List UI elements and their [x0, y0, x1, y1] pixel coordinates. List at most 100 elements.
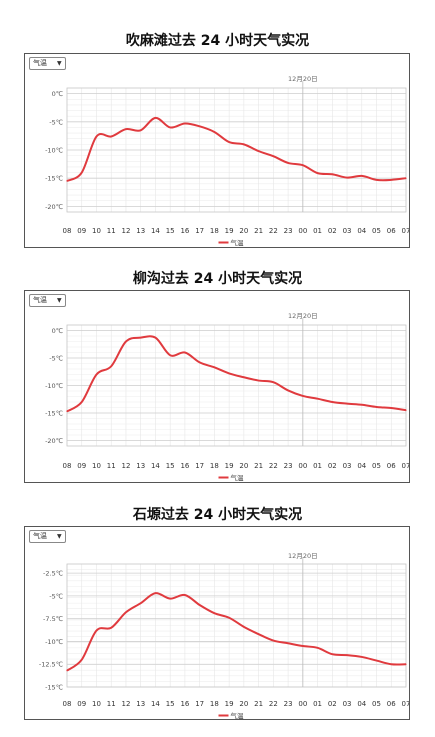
x-tick-label: 15 — [166, 227, 175, 235]
data-point — [272, 381, 274, 383]
data-point — [346, 177, 348, 179]
data-point — [228, 372, 230, 374]
y-tick-label: -10℃ — [45, 638, 63, 646]
data-point — [272, 155, 274, 157]
x-tick-label: 04 — [357, 462, 366, 470]
x-tick-label: 14 — [151, 227, 160, 235]
chevron-down-icon: ▼ — [57, 297, 62, 304]
x-tick-label: 03 — [343, 700, 352, 708]
data-point — [316, 398, 319, 400]
element-select[interactable]: 气温 ▼ — [29, 530, 66, 543]
x-tick-label: 09 — [77, 700, 86, 708]
x-tick-label: 23 — [284, 462, 293, 470]
x-tick-label: 18 — [210, 227, 219, 235]
element-select-value: 气温 — [33, 59, 47, 67]
x-tick-label: 05 — [372, 462, 381, 470]
data-point — [213, 131, 215, 133]
x-tick-label: 13 — [136, 700, 145, 708]
data-point — [125, 340, 127, 343]
y-tick-label: -5℃ — [49, 355, 63, 363]
x-tick-label: 04 — [357, 700, 366, 708]
x-tick-label: 17 — [195, 462, 204, 470]
data-point — [375, 179, 378, 181]
data-point — [331, 173, 333, 175]
x-tick-label: 17 — [195, 227, 204, 235]
element-select-value: 气温 — [33, 296, 47, 304]
x-tick-label: 08 — [63, 462, 72, 470]
x-tick-label: 02 — [328, 462, 337, 470]
x-tick-label: 06 — [387, 227, 396, 235]
x-tick-label: 06 — [387, 700, 396, 708]
x-tick-label: 14 — [151, 700, 160, 708]
data-point — [361, 175, 363, 177]
data-point — [405, 663, 407, 665]
x-tick-label: 16 — [180, 462, 189, 470]
legend-label: 气温 — [231, 473, 245, 482]
data-point — [390, 663, 392, 665]
x-tick-label: 00 — [298, 700, 307, 708]
data-point — [140, 602, 142, 604]
x-tick-label: 09 — [77, 227, 86, 235]
x-tick-label: 05 — [372, 700, 381, 708]
data-point — [125, 128, 127, 130]
element-select[interactable]: 气温 ▼ — [29, 57, 66, 70]
x-tick-label: 08 — [63, 700, 72, 708]
x-tick-label: 07 — [402, 462, 409, 470]
chart-svg: 0℃ -5℃ -10℃ -15℃ -20℃ 12月20日 08 09 10 11 12 13 14 15 1… — [45, 312, 409, 482]
chart-title: 石塬过去 24 小时天气实况 — [132, 507, 303, 523]
x-tick-label: 22 — [269, 227, 278, 235]
date-label: 12月20日 — [288, 312, 318, 320]
x-tick-label: 01 — [313, 462, 322, 470]
data-point — [154, 337, 157, 339]
data-point — [95, 135, 98, 138]
x-tick-label: 17 — [195, 700, 204, 708]
series-line-temperature — [66, 116, 407, 182]
data-point — [81, 659, 83, 661]
data-point — [258, 150, 260, 152]
x-tick-label: 16 — [180, 700, 189, 708]
data-point — [140, 129, 142, 131]
data-point — [213, 366, 215, 368]
x-tick-label: 01 — [313, 700, 322, 708]
chart-title: 柳沟过去 24 小时天气实况 — [132, 271, 303, 287]
x-tick-label: 19 — [225, 227, 234, 235]
data-point — [346, 403, 348, 405]
y-tick-label: -20℃ — [45, 437, 63, 445]
element-select[interactable]: 气温 ▼ — [29, 294, 66, 307]
data-point — [66, 410, 68, 412]
series-line-temperature — [66, 335, 407, 413]
data-point — [331, 401, 333, 403]
data-point — [390, 179, 392, 181]
data-point — [287, 389, 289, 392]
y-tick-label: -15℃ — [45, 175, 63, 183]
data-point — [95, 373, 98, 376]
data-point — [169, 126, 171, 129]
x-tick-label: 20 — [239, 700, 248, 708]
x-tick-label: 12 — [121, 227, 130, 235]
data-point — [302, 164, 304, 166]
y-tick-label: -15℃ — [45, 684, 63, 692]
data-point — [375, 659, 378, 662]
x-tick-label: 10 — [92, 462, 101, 470]
date-label: 12月20日 — [288, 552, 318, 560]
x-tick-label: 12 — [121, 700, 130, 708]
x-tick-label: 10 — [92, 227, 101, 235]
x-tick-label: 05 — [372, 227, 381, 235]
x-tick-label: 21 — [254, 462, 263, 470]
data-point — [316, 647, 319, 649]
data-point — [375, 406, 378, 408]
data-point — [243, 626, 245, 628]
data-point — [184, 351, 186, 354]
x-tick-label: 12 — [121, 462, 130, 470]
x-tick-label: 08 — [63, 227, 72, 235]
data-point — [316, 172, 319, 174]
data-point — [169, 354, 171, 356]
data-point — [110, 365, 112, 367]
data-point — [184, 594, 186, 596]
chart-panel: 气温 ▼ 0℃ -5℃ -10℃ -15℃ -20℃ 12月20日 08 09 10 11 12 13 14… — [24, 53, 410, 248]
data-point — [405, 409, 407, 411]
x-tick-label: 07 — [402, 227, 409, 235]
data-point — [213, 612, 215, 614]
x-tick-label: 19 — [225, 462, 234, 470]
plot-frame — [66, 87, 407, 213]
